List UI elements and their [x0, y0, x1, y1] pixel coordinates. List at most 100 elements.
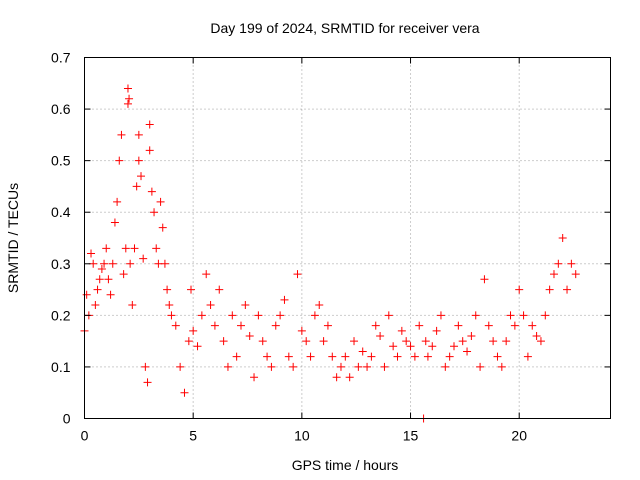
data-point	[128, 301, 137, 310]
x-tick-label: 20	[511, 428, 527, 444]
data-point	[254, 311, 263, 320]
data-point	[380, 362, 389, 371]
data-point	[289, 362, 298, 371]
data-point	[402, 337, 411, 346]
y-tick-label: 0.3	[51, 256, 71, 272]
data-point	[436, 311, 445, 320]
data-point	[180, 388, 189, 397]
data-point	[450, 342, 459, 351]
data-point	[432, 326, 441, 335]
data-point	[567, 259, 576, 268]
data-point	[134, 130, 143, 139]
data-point	[336, 362, 345, 371]
data-point	[315, 301, 324, 310]
data-point	[100, 259, 109, 268]
data-point	[152, 244, 161, 253]
data-point	[350, 337, 359, 346]
data-point	[293, 270, 302, 279]
data-point	[119, 270, 128, 279]
data-point	[139, 254, 148, 263]
data-point	[510, 321, 519, 330]
data-point	[476, 362, 485, 371]
data-point	[241, 301, 250, 310]
data-point	[121, 244, 130, 253]
data-point	[117, 130, 126, 139]
data-point	[232, 352, 241, 361]
data-point	[506, 311, 515, 320]
data-points	[80, 84, 580, 423]
data-point	[104, 275, 113, 284]
data-point	[406, 342, 415, 351]
data-point	[130, 244, 139, 253]
data-point	[421, 337, 430, 346]
data-point	[563, 285, 572, 294]
data-point	[428, 342, 437, 351]
data-point	[187, 285, 196, 294]
data-point	[147, 187, 156, 196]
data-point	[145, 146, 154, 155]
data-point	[528, 321, 537, 330]
data-point	[236, 321, 245, 330]
data-point	[110, 218, 119, 227]
data-point	[423, 352, 432, 361]
data-point	[189, 326, 198, 335]
data-point	[536, 337, 545, 346]
data-point	[160, 259, 169, 268]
data-point	[158, 223, 167, 232]
data-point	[263, 352, 272, 361]
data-point	[454, 321, 463, 330]
y-tick-label: 0.4	[51, 204, 71, 220]
data-point	[102, 244, 111, 253]
data-point	[271, 321, 280, 330]
data-point	[95, 275, 104, 284]
data-point	[367, 352, 376, 361]
data-point	[441, 362, 450, 371]
data-point	[467, 331, 476, 340]
data-point	[202, 270, 211, 279]
data-point	[489, 337, 498, 346]
data-point	[558, 234, 567, 242]
data-point	[87, 249, 96, 258]
chart-title: Day 199 of 2024, SRMTID for receiver ver…	[210, 20, 479, 36]
data-point	[89, 259, 98, 268]
data-point	[354, 362, 363, 371]
data-point	[363, 362, 372, 371]
data-point	[445, 352, 454, 361]
x-axis-label: GPS time / hours	[292, 457, 399, 473]
data-point	[143, 378, 152, 387]
data-point	[541, 311, 550, 320]
data-point	[502, 337, 511, 346]
data-point	[415, 321, 424, 330]
y-tick-label: 0.6	[51, 101, 71, 117]
data-point	[480, 275, 489, 284]
data-point	[545, 285, 554, 294]
data-point	[210, 321, 219, 330]
data-point	[106, 290, 115, 299]
data-point	[523, 352, 532, 361]
y-axis-label: SRMTID / TECUs	[5, 183, 21, 293]
data-point	[458, 337, 467, 346]
data-point	[341, 352, 350, 361]
data-point	[184, 337, 193, 346]
data-point	[284, 352, 293, 361]
x-tick-label: 0	[81, 428, 89, 444]
data-point	[306, 352, 315, 361]
data-point	[267, 362, 276, 371]
data-point	[215, 285, 224, 294]
data-point	[141, 362, 150, 371]
data-point	[176, 362, 185, 371]
data-point	[123, 99, 132, 108]
data-point	[250, 373, 259, 382]
data-point	[125, 94, 134, 103]
data-point	[410, 352, 419, 361]
data-point	[245, 331, 254, 340]
data-point	[310, 311, 319, 320]
data-point	[156, 197, 165, 206]
data-point	[371, 321, 380, 330]
data-point	[123, 84, 132, 93]
data-point	[115, 156, 124, 165]
data-point	[91, 301, 100, 310]
data-point	[132, 182, 141, 191]
data-point	[163, 285, 172, 294]
